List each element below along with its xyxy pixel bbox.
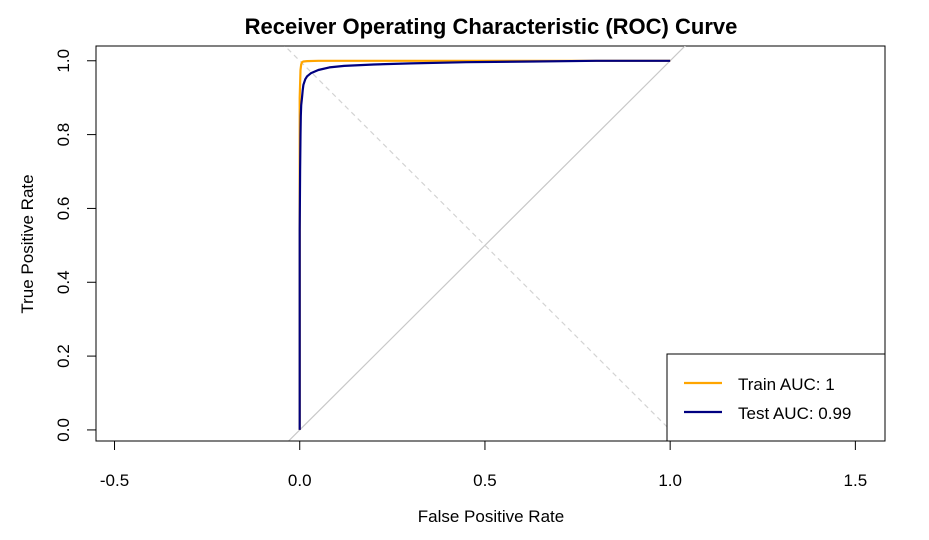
series-line-train — [298, 59, 671, 430]
series-lines — [298, 59, 671, 430]
x-tick-label: 0.0 — [288, 471, 312, 490]
y-tick-label: 0.8 — [54, 123, 73, 147]
reference-line-diagonal — [287, 46, 686, 441]
y-tick-label: 0.0 — [54, 418, 73, 442]
legend-box — [666, 353, 886, 442]
x-tick-label: 1.0 — [658, 471, 682, 490]
legend: Train AUC: 1 Test AUC: 0.99 — [666, 353, 886, 442]
legend-label-train: Train AUC: 1 — [738, 375, 835, 394]
x-axis: -0.5 0.0 0.5 1.0 1.5 — [100, 440, 868, 490]
reference-lines — [284, 46, 686, 441]
x-tick-label: -0.5 — [100, 471, 129, 490]
y-axis-label: True Positive Rate — [18, 174, 37, 313]
reference-line-anti-diagonal — [284, 46, 683, 441]
x-tick-label: 0.5 — [473, 471, 497, 490]
y-tick-label: 0.4 — [54, 270, 73, 294]
x-tick-label: 1.5 — [844, 471, 868, 490]
series-line-test — [298, 59, 671, 430]
x-axis-label: False Positive Rate — [418, 507, 564, 526]
y-tick-label: 0.2 — [54, 344, 73, 368]
y-tick-label: 1.0 — [54, 49, 73, 73]
chart-title: Receiver Operating Characteristic (ROC) … — [245, 14, 738, 39]
y-axis: 0.0 0.2 0.4 0.6 0.8 1.0 — [54, 49, 97, 442]
y-tick-label: 0.6 — [54, 197, 73, 221]
legend-label-test: Test AUC: 0.99 — [738, 404, 851, 423]
